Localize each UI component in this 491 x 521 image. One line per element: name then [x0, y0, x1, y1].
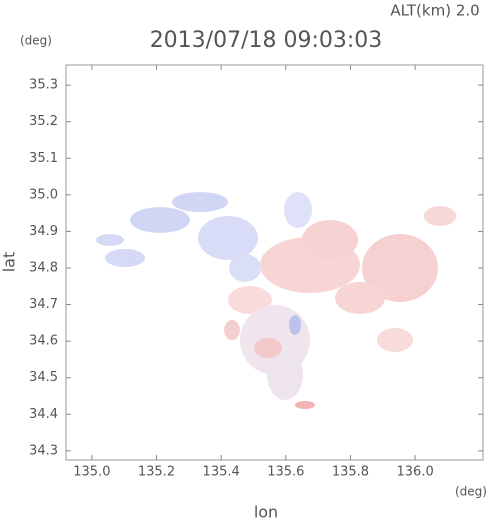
- y-tick-label: 34.6: [29, 334, 58, 349]
- x-axis-label: lon: [254, 503, 278, 521]
- y-tick-label: 34.4: [29, 407, 58, 422]
- x-tick-label: 136.0: [397, 465, 434, 480]
- plot-frame: [65, 64, 484, 461]
- echo-red: [424, 206, 456, 226]
- x-tick-label: 135.6: [267, 465, 304, 480]
- y-tick-label: 35.0: [29, 187, 58, 202]
- echo-blue: [172, 192, 228, 212]
- echo-mixed: [267, 350, 303, 400]
- y-tick-label: 34.3: [29, 443, 58, 458]
- echo-red: [377, 328, 413, 352]
- echo-blue: [130, 207, 190, 233]
- x-unit: (deg): [455, 485, 487, 499]
- echo-blue: [284, 192, 312, 228]
- y-tick-label: 35.1: [29, 151, 58, 166]
- echo-red: [228, 286, 272, 314]
- echo-regions: [96, 192, 456, 409]
- x-tick-label: 135.0: [73, 465, 110, 480]
- echo-red: [362, 234, 438, 302]
- y-tick-label: 34.5: [29, 370, 58, 385]
- echo-blue: [105, 249, 145, 267]
- y-tick-label: 34.7: [29, 297, 58, 312]
- y-tick-label: 35.3: [29, 78, 58, 93]
- x-tick-label: 135.4: [203, 465, 240, 480]
- echo-red: [254, 338, 282, 358]
- x-tick-label: 135.2: [138, 465, 175, 480]
- chart-title: 2013/07/18 09:03:03: [150, 28, 383, 53]
- y-tick-label: 34.9: [29, 224, 58, 239]
- echo-blue: [96, 234, 124, 246]
- echo-red: [295, 401, 315, 409]
- echo-red: [302, 220, 358, 260]
- x-tick-label: 135.8: [332, 465, 369, 480]
- echo-red: [224, 320, 240, 340]
- echo-blue: [289, 315, 301, 335]
- y-unit: (deg): [20, 34, 52, 48]
- echo-red: [335, 282, 385, 314]
- y-axis-label: lat: [0, 252, 19, 273]
- y-tick-label: 34.8: [29, 260, 58, 275]
- y-tick-label: 35.2: [29, 114, 58, 129]
- echo-blue: [229, 254, 261, 282]
- chart-subtitle: ALT(km) 2.0: [390, 2, 479, 20]
- echo-blue: [198, 216, 258, 260]
